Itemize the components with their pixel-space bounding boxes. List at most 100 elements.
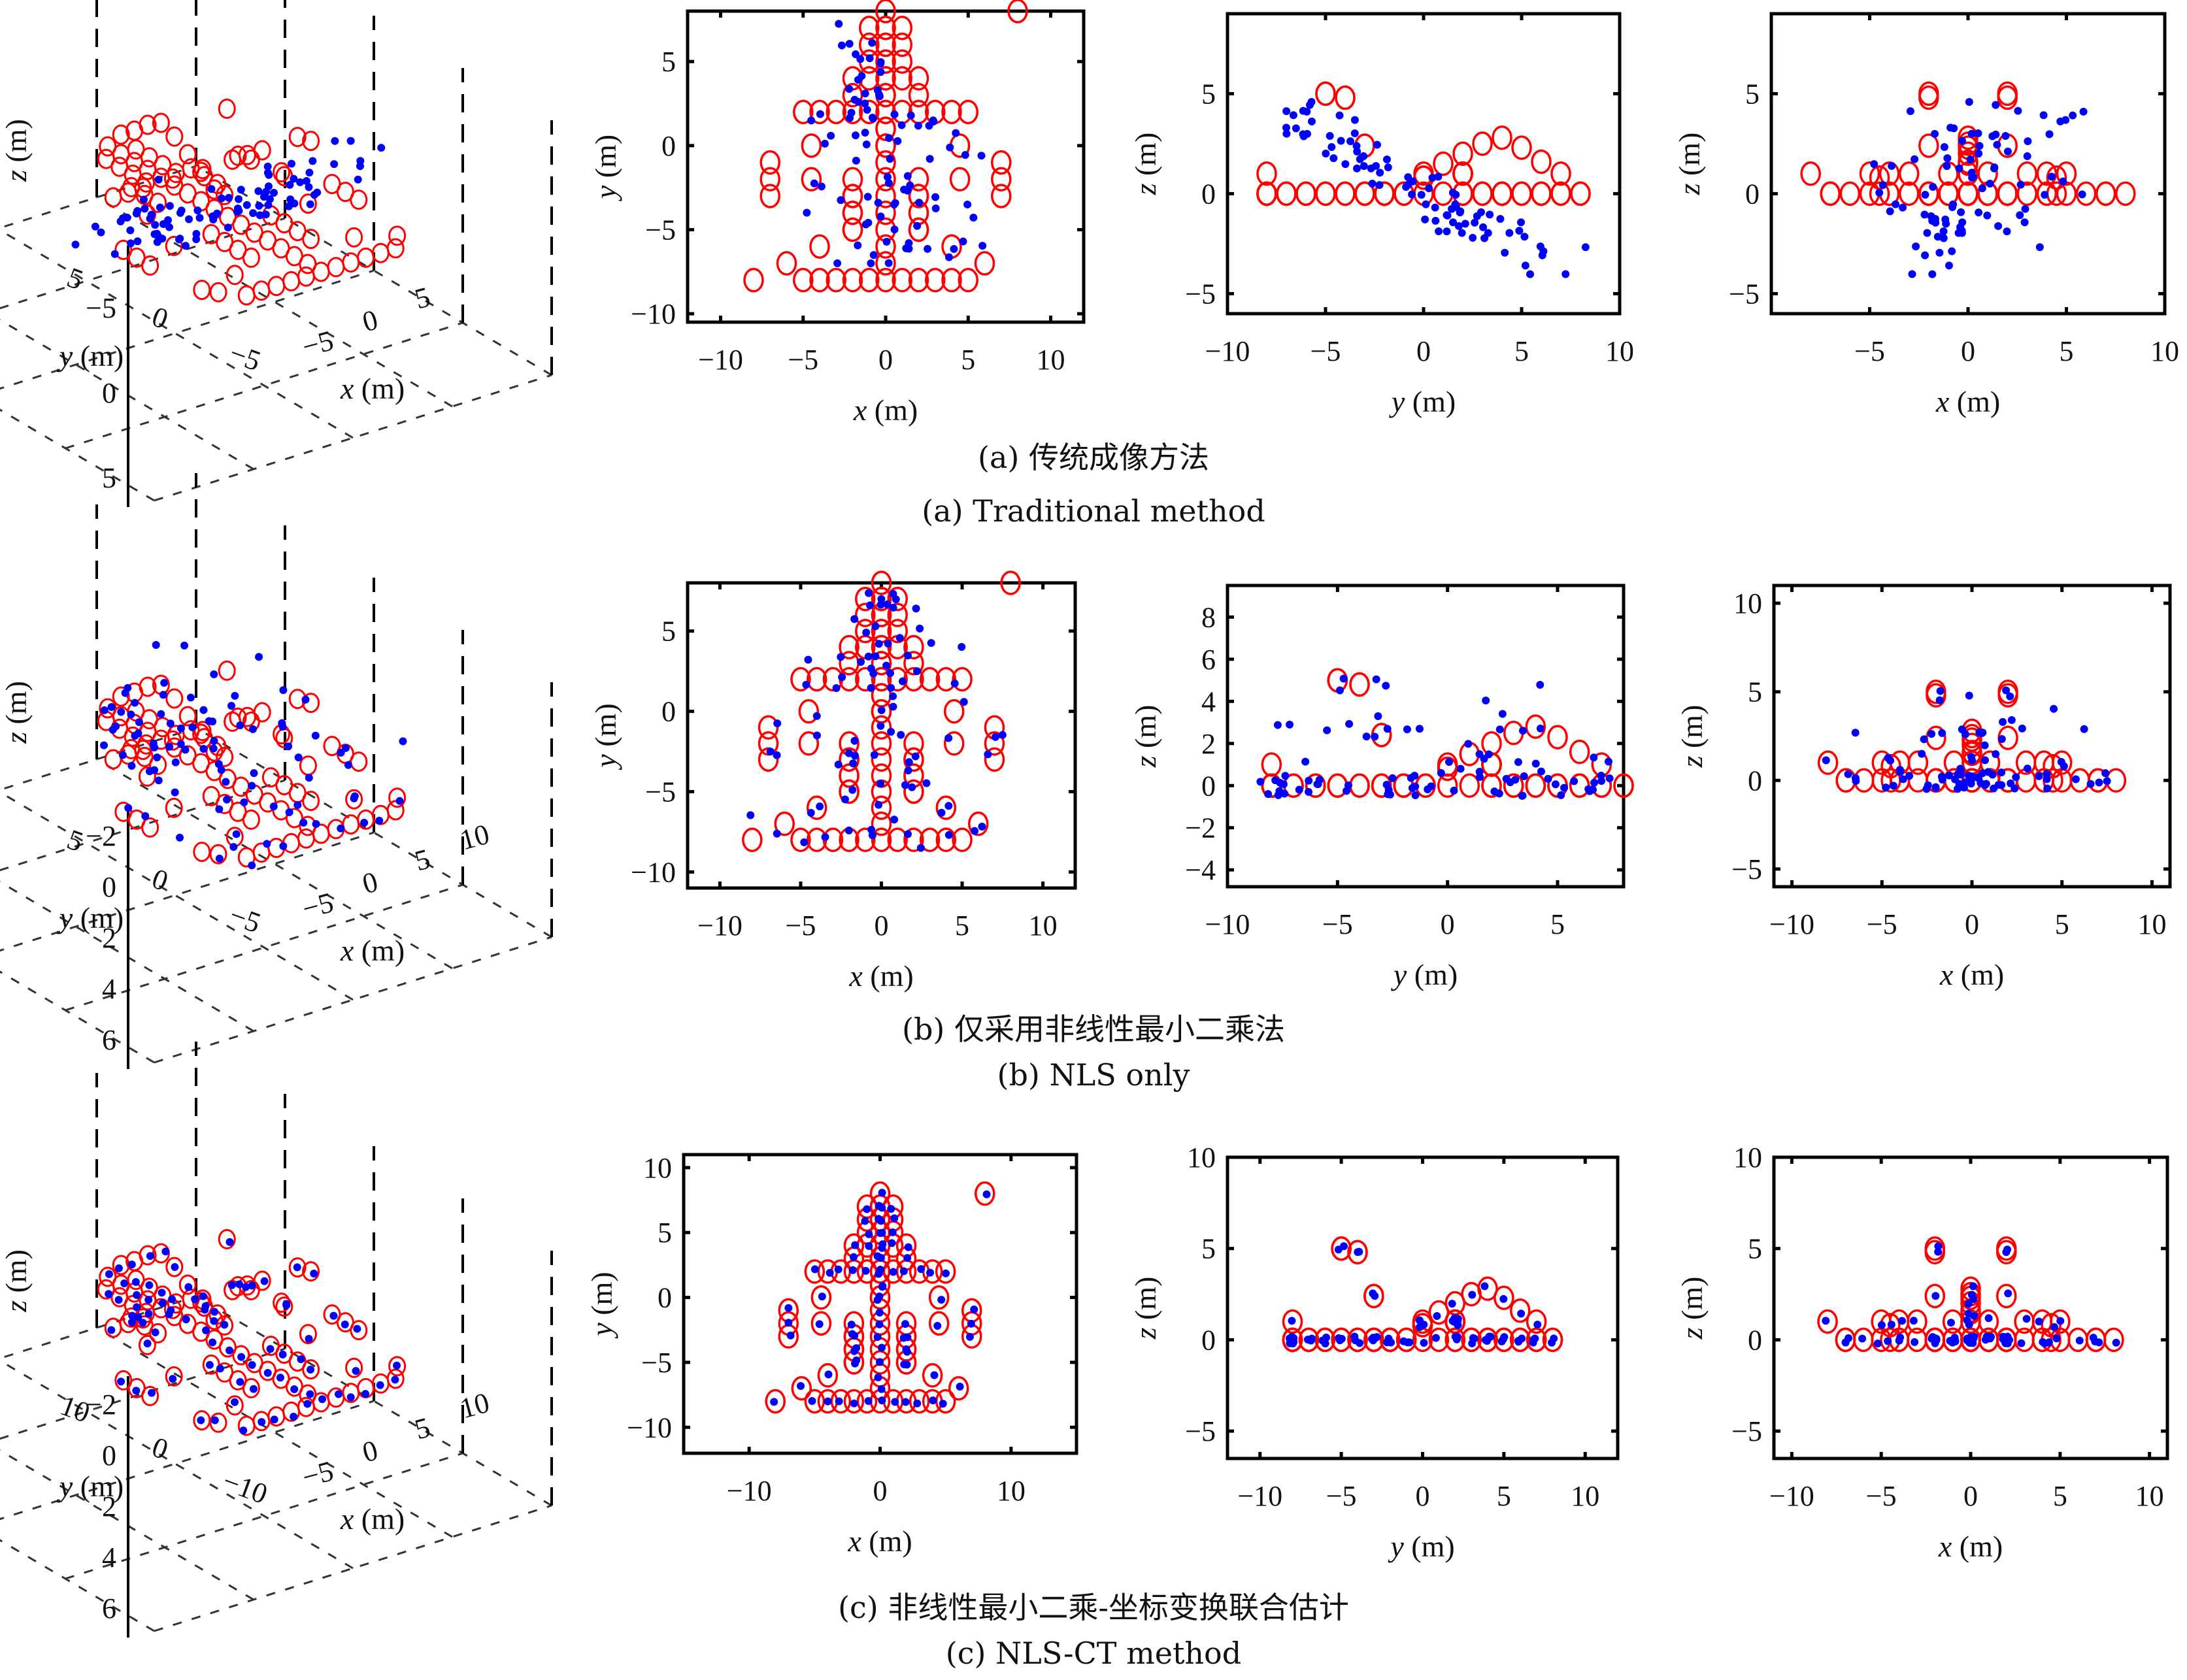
estimate-point	[171, 1263, 179, 1272]
estimate-point	[1533, 1321, 1542, 1329]
estimate-point	[105, 1270, 113, 1278]
estimate-point	[2075, 1336, 2084, 1345]
truth-point	[1305, 773, 1326, 799]
estimate-point	[1878, 181, 1887, 189]
truth-point	[104, 749, 122, 770]
truth-point	[238, 144, 256, 165]
estimate-point	[1479, 223, 1488, 231]
truth-point	[299, 1324, 317, 1345]
estimate-point	[826, 1268, 834, 1277]
truth-point	[1459, 773, 1480, 799]
estimate-point	[337, 824, 345, 832]
estimate-point	[889, 603, 897, 612]
estimate-point	[937, 808, 946, 817]
truth-point	[237, 285, 256, 306]
truth-point	[1800, 161, 1821, 186]
estimate-point	[835, 1397, 843, 1406]
axis-label: z (m)	[1129, 133, 1162, 196]
estimate-point	[1362, 733, 1371, 741]
estimate-point	[1285, 1334, 1294, 1343]
estimate-point	[309, 157, 317, 165]
estimate-point	[852, 1356, 861, 1364]
truth-point	[1477, 1327, 1498, 1353]
estimate-point	[1435, 227, 1443, 235]
estimate-point	[117, 708, 125, 716]
estimate-point	[1958, 137, 1967, 145]
estimate-point	[1531, 759, 1540, 768]
estimate-point	[199, 1292, 207, 1300]
estimate-point	[1873, 1339, 1882, 1347]
estimate-point	[2078, 190, 2086, 199]
estimate-point	[1502, 774, 1511, 783]
estimate-point	[850, 615, 859, 623]
truth-point	[312, 261, 330, 282]
truth-point	[1472, 181, 1493, 206]
estimate-point	[863, 193, 872, 201]
estimate-point	[773, 829, 781, 838]
estimate-point	[209, 744, 218, 753]
estimate-point	[1407, 774, 1415, 782]
x-tick-label: 0	[1965, 908, 1979, 940]
estimate-point	[888, 1239, 896, 1247]
estimate-point	[848, 1266, 857, 1274]
estimate-point	[991, 733, 999, 741]
estimate-point	[269, 802, 278, 811]
estimate-point	[886, 684, 895, 692]
estimate-point	[969, 214, 978, 222]
estimate-point	[1939, 227, 1948, 235]
estimate-point	[1480, 1282, 1489, 1291]
estimate-point	[278, 1350, 287, 1359]
estimate-point	[120, 1279, 129, 1287]
estimate-point	[2089, 1334, 2097, 1342]
x-tick-label: 5	[2053, 1480, 2067, 1512]
truth-point	[178, 706, 197, 727]
estimate-point	[1335, 686, 1344, 695]
estimate-point	[852, 1344, 860, 1353]
estimate-point	[1495, 789, 1503, 798]
estimate-point	[1537, 767, 1545, 776]
truth-point	[2056, 161, 2077, 186]
truth-point	[1437, 773, 1458, 799]
estimate-point	[250, 769, 258, 778]
estimate-point	[305, 169, 314, 177]
estimate-point	[306, 1390, 314, 1398]
truth-point	[2016, 161, 2038, 186]
estimate-point	[967, 1319, 975, 1328]
estimate-point	[1965, 97, 1973, 106]
estimate-point	[299, 818, 308, 827]
estimate-point	[883, 173, 892, 181]
truth-point	[1938, 181, 1959, 206]
estimate-point	[786, 1331, 795, 1340]
truth-point	[165, 1366, 183, 1387]
truth-point	[760, 150, 780, 175]
x-tick-label: 5	[1550, 908, 1565, 940]
estimate-point	[2021, 205, 2029, 213]
truth-point	[817, 1363, 839, 1388]
estimate-point	[2014, 107, 2022, 115]
truth-point	[302, 693, 320, 714]
truth-point	[342, 814, 360, 835]
truth-point	[192, 161, 210, 182]
truth-point	[1256, 181, 1277, 206]
estimate-point	[154, 175, 163, 184]
truth-point	[2115, 181, 2136, 206]
truth-point	[908, 267, 929, 293]
estimate-point	[97, 228, 105, 237]
truth-point	[104, 187, 122, 208]
estimate-point	[356, 157, 365, 165]
estimate-point	[2001, 1339, 2010, 1347]
estimate-point	[258, 1418, 266, 1426]
estimate-point	[2002, 1248, 2011, 1257]
truth-point	[871, 795, 892, 820]
estimate-point	[1518, 1334, 1526, 1343]
truth-point	[1335, 181, 1356, 206]
estimate-point	[263, 169, 272, 177]
estimate-point	[197, 1416, 205, 1425]
truth-point	[216, 746, 234, 767]
estimate-point	[1940, 142, 1948, 151]
estimate-point	[1997, 781, 2006, 789]
truth-point	[165, 1257, 184, 1277]
truth-point	[871, 715, 892, 740]
truth-point	[299, 755, 317, 776]
estimate-point	[1415, 725, 1424, 733]
